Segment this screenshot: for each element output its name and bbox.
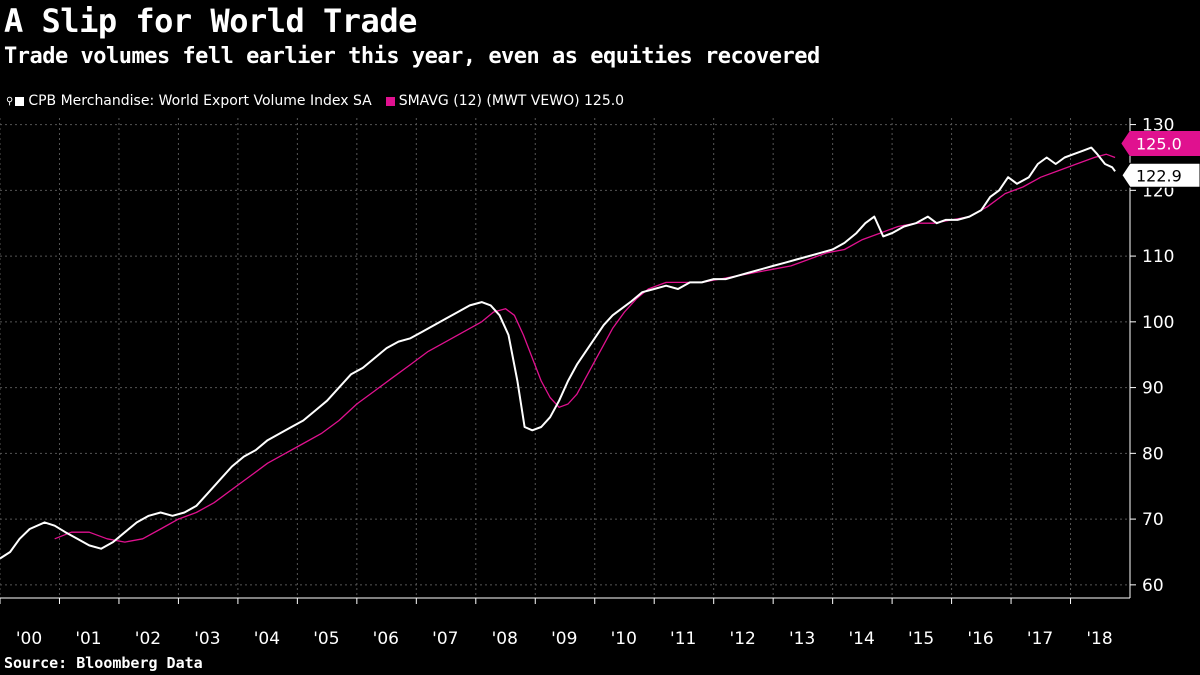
x-tick-label: '10 [611, 629, 637, 649]
x-tick-label: '15 [908, 629, 934, 649]
x-tick-label: '07 [432, 629, 458, 649]
y-tick-label: 110 [1142, 247, 1174, 267]
value-tag-export-volume-text: 122.9 [1136, 166, 1182, 185]
x-tick-label: '11 [670, 629, 696, 649]
x-tick-label: '16 [967, 629, 993, 649]
x-tick-label: '17 [1027, 629, 1053, 649]
y-tick-label: 60 [1142, 576, 1164, 596]
pin-icon[interactable]: ⚲ [6, 95, 14, 107]
value-tag-smavg-text: 125.0 [1136, 134, 1182, 153]
x-tick-label: '02 [135, 629, 161, 649]
value-tag-export-volume-shape [1121, 162, 1200, 188]
x-tick-label: '00 [16, 629, 42, 649]
x-tick-label: '03 [194, 629, 220, 649]
legend-label-export-volume: CPB Merchandise: World Export Volume Ind… [28, 93, 372, 109]
x-tick-label: '01 [75, 629, 101, 649]
x-tick-label: '09 [551, 629, 577, 649]
y-tick-label: 100 [1142, 313, 1174, 333]
x-tick-label: '05 [313, 629, 339, 649]
value-tag-export-volume: 122.9 [1121, 162, 1200, 188]
legend-swatch-export-volume [15, 96, 25, 106]
legend-item-smavg[interactable]: SMAVG (12) (MWT VEWO) 125.0 [385, 93, 625, 109]
y-tick-label: 90 [1142, 379, 1164, 399]
x-tick-label: '06 [373, 629, 399, 649]
series-line-export-volume [0, 146, 1116, 560]
value-tags: 125.0 122.9 [1121, 130, 1200, 188]
y-tick-label: 130 [1142, 116, 1174, 136]
chart-title: A Slip for World Trade [4, 2, 417, 40]
legend-item-export-volume[interactable]: CPB Merchandise: World Export Volume Ind… [15, 93, 372, 109]
x-tick-label: '08 [492, 629, 518, 649]
value-tag-smavg-shape [1121, 130, 1200, 156]
x-tick-label: '04 [254, 629, 280, 649]
chart-subtitle: Trade volumes fell earlier this year, ev… [4, 44, 820, 69]
y-tick-label: 70 [1142, 510, 1164, 530]
legend-label-smavg: SMAVG (12) (MWT VEWO) 125.0 [398, 93, 625, 109]
x-tick-label: '18 [1086, 629, 1112, 649]
grid [0, 118, 1130, 598]
series-line-smavg [54, 153, 1116, 543]
y-tick-label: 80 [1142, 444, 1164, 464]
x-tick-label: '12 [730, 629, 756, 649]
axes: 60708090100110120130'00'01'02'03'04'05'0… [0, 116, 1174, 649]
series-lines [0, 146, 1116, 560]
legend-swatch-smavg [385, 96, 395, 106]
legend: ⚲ CPB Merchandise: World Export Volume I… [6, 92, 638, 110]
x-tick-label: '14 [848, 629, 874, 649]
source-note: Source: Bloomberg Data [4, 654, 203, 672]
value-tag-smavg: 125.0 [1121, 130, 1200, 156]
x-tick-label: '13 [789, 629, 815, 649]
